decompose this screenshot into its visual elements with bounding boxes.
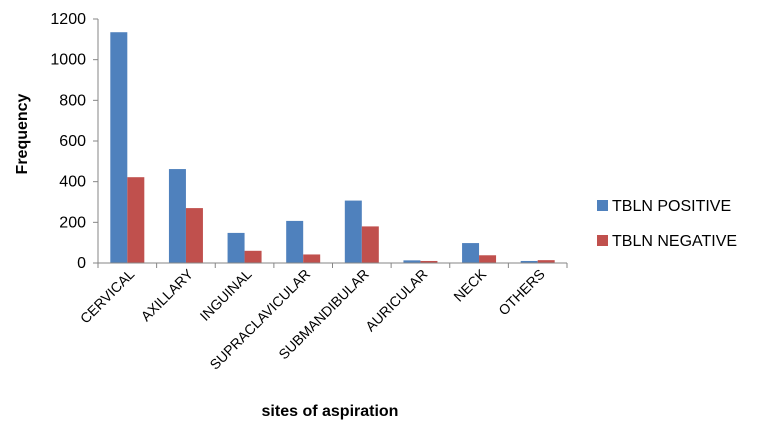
bar-tbln-negative-supraclavicular <box>303 254 321 263</box>
legend-swatch <box>597 200 608 211</box>
x-categories-group: CERVICAL AXILLARY INGUINALSUPRACLAVICULARS… <box>77 265 548 372</box>
y-tick-label: 1200 <box>50 11 86 28</box>
y-tick-label: 0 <box>77 255 86 272</box>
bar-tbln-negative-auricular <box>420 260 438 263</box>
legend-label: TBLN POSITIVE <box>612 198 731 215</box>
bar-tbln-negative-others <box>537 260 555 263</box>
x-category-label: INGUINAL <box>197 266 255 324</box>
legend-swatch <box>597 235 608 246</box>
bar-tbln-negative-submandibular <box>361 226 379 263</box>
bars-group <box>110 32 555 263</box>
bar-tbln-positive-cervical <box>110 32 128 263</box>
axes-group <box>97 19 568 268</box>
bar-tbln-positive-axillary <box>168 169 186 263</box>
bar-tbln-negative-cervical <box>127 177 145 263</box>
bar-tbln-negative-inguinal <box>244 250 262 263</box>
x-category-label: OTHERS <box>495 266 548 319</box>
y-tick-label: 600 <box>59 133 86 150</box>
y-tick-label: 400 <box>59 174 86 191</box>
bar-tbln-positive-submandibular <box>344 200 362 263</box>
bar-tbln-positive-neck <box>462 243 480 263</box>
y-ticks-group: 0 200 400 600 800 1000 1200 <box>50 11 98 272</box>
x-category-label: AXILLARY <box>138 265 197 324</box>
bar-tbln-positive-inguinal <box>227 232 245 263</box>
y-tick-label: 200 <box>59 214 86 231</box>
y-axis-title: Frequency <box>14 93 31 174</box>
bar-tbln-positive-others <box>520 260 538 263</box>
x-category-label: CERVICAL <box>77 266 138 327</box>
bar-tbln-positive-auricular <box>403 260 421 263</box>
x-category-label: SUPRACLAVICULAR <box>206 266 313 373</box>
bar-tbln-negative-axillary <box>185 208 203 263</box>
x-axis-title: sites of aspiration <box>262 403 399 420</box>
legend: TBLN POSITIVE TBLN NEGATIVE <box>597 198 737 250</box>
y-tick-label: 800 <box>59 92 86 109</box>
legend-label: TBLN NEGATIVE <box>612 233 737 250</box>
x-category-label: AURICULAR <box>362 266 431 335</box>
x-category-label: NECK <box>450 265 489 304</box>
bar-tbln-positive-supraclavicular <box>286 220 304 263</box>
y-tick-label: 1000 <box>50 52 86 69</box>
bar-tbln-negative-neck <box>479 255 497 263</box>
